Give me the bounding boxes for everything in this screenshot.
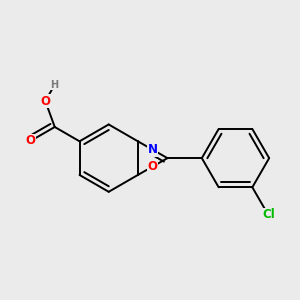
Text: Cl: Cl <box>262 208 275 221</box>
Text: O: O <box>148 160 158 173</box>
Text: O: O <box>26 134 36 147</box>
Text: O: O <box>40 94 50 107</box>
Text: N: N <box>148 143 158 156</box>
Text: H: H <box>50 80 59 90</box>
